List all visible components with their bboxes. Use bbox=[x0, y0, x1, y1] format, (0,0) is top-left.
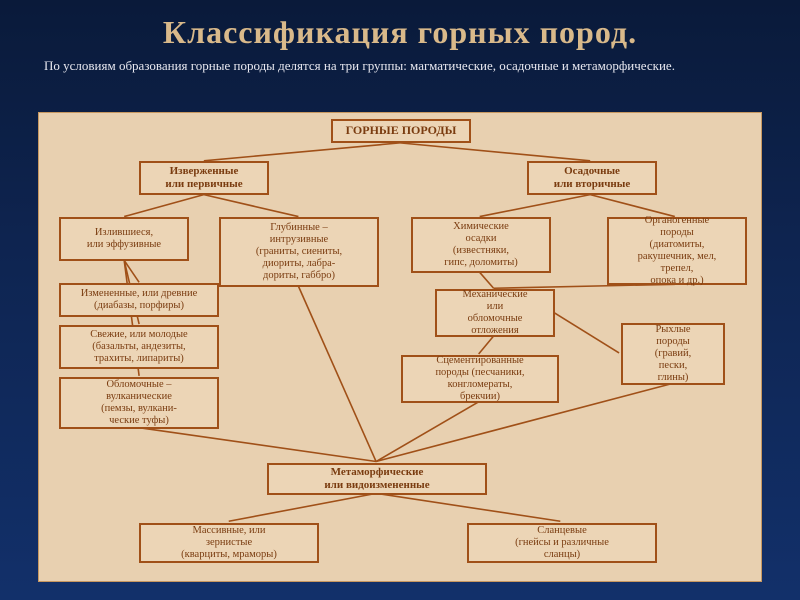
node-loose: Рыхлыепороды(гравий,пески,глины) bbox=[621, 323, 725, 385]
node-meta: Метаморфическиеили видоизмененные bbox=[267, 463, 487, 495]
node-schist: Сланцевые(гнейсы и различныесланцы) bbox=[467, 523, 657, 563]
node-clast: Обломочные –вулканические(пемзы, вулкани… bbox=[59, 377, 219, 429]
node-chem: Химическиеосадки(известняки,гипс, доломи… bbox=[411, 217, 551, 273]
node-izv: Изверженныеили первичные bbox=[139, 161, 269, 195]
node-mass: Массивные, илизернистые(кварциты, мрамор… bbox=[139, 523, 319, 563]
node-anc: Измененные, или древние(диабазы, порфиры… bbox=[59, 283, 219, 317]
node-intr: Глубинные –интрузивные(граниты, сиениты,… bbox=[219, 217, 379, 287]
slide-subtitle: По условиям образования горные породы де… bbox=[0, 57, 800, 85]
node-fresh: Свежие, или молодые(базальты, андезиты,т… bbox=[59, 325, 219, 369]
node-org: Органогенныепороды(диатомиты,ракушечник,… bbox=[607, 217, 747, 285]
flowchart-container: ГОРНЫЕ ПОРОДЫ Изверженныеили первичные Оса… bbox=[38, 112, 762, 582]
node-osad: Осадочныеили вторичные bbox=[527, 161, 657, 195]
node-root: ГОРНЫЕ ПОРОДЫ bbox=[331, 119, 471, 143]
slide-title: Классификация горных пород. bbox=[0, 0, 800, 57]
node-effus: Излившиеся,или эффузивные bbox=[59, 217, 189, 261]
flowchart: ГОРНЫЕ ПОРОДЫ Изверженныеили первичные Оса… bbox=[39, 113, 761, 581]
slide: Классификация горных пород. По условиям … bbox=[0, 0, 800, 600]
node-mech: Механическиеилиобломочныеотложения bbox=[435, 289, 555, 337]
node-cem: Сцементированныепороды (песчаники,конгло… bbox=[401, 355, 559, 403]
